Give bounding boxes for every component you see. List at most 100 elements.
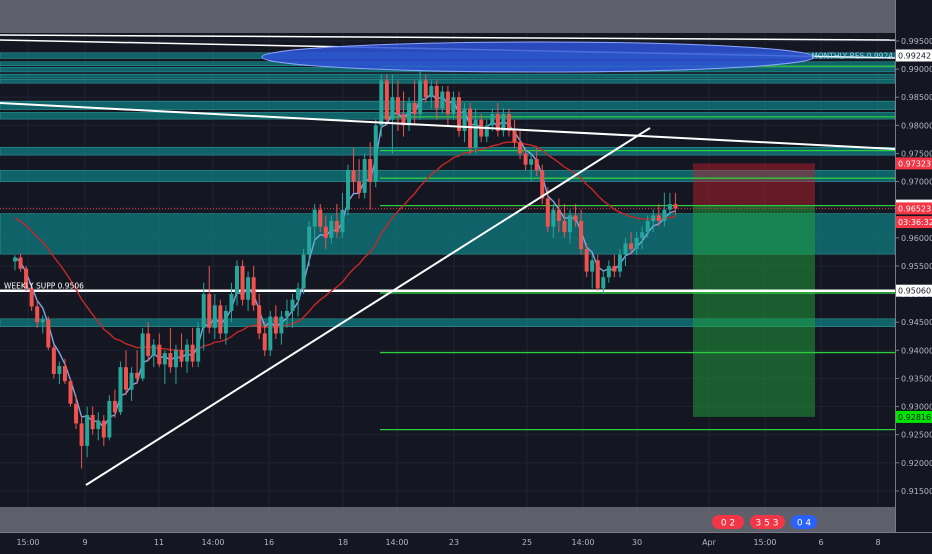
candle-body <box>24 268 29 289</box>
ascending-trendline[interactable] <box>85 127 651 486</box>
y-axis[interactable]: 0.99500 0.99000 0.98500 0.98000 0.97500 0.970… <box>895 0 932 550</box>
candle <box>418 69 423 120</box>
candle <box>90 406 95 435</box>
candle-body <box>457 97 461 131</box>
candle-body <box>656 215 661 221</box>
candle-body <box>146 333 151 356</box>
candle-body <box>185 344 190 362</box>
candle <box>529 153 534 182</box>
candle-body <box>495 114 500 131</box>
y-tick-label: 0.93500 <box>901 374 932 383</box>
y-tick-label: 0.98000 <box>901 121 932 130</box>
candle-body <box>57 366 62 374</box>
candle-body <box>279 316 284 334</box>
toolbar-pill-1[interactable] <box>712 515 744 529</box>
candle-body <box>85 414 90 446</box>
candle-body <box>562 220 567 233</box>
candle-body <box>634 237 639 250</box>
candle <box>185 339 190 373</box>
candle <box>346 164 350 216</box>
resistance-ellipse[interactable] <box>261 41 815 73</box>
x-axis[interactable]: 15:00 9 11 14:00 16 18 14:00 23 25 14:00 30 Apr 15:0… <box>0 532 932 548</box>
toolbar-pill-2[interactable] <box>750 515 785 529</box>
candle <box>301 249 306 295</box>
candle <box>268 310 273 356</box>
candle-body <box>590 260 595 272</box>
x-tick-label: 14:00 <box>385 538 408 547</box>
x-tick-label: 25 <box>522 538 532 547</box>
candle-body <box>595 260 600 289</box>
candle-body <box>501 114 506 131</box>
candle <box>601 271 606 295</box>
candle <box>290 294 295 328</box>
candle <box>579 209 584 255</box>
sr-zone[interactable] <box>0 78 896 84</box>
candle-body <box>229 294 234 311</box>
candle <box>62 358 67 385</box>
bottom-toolbar[interactable]: 0 2 3 5 3 0 4 <box>712 515 817 529</box>
candle-body <box>124 367 128 390</box>
x-tick-label: 30 <box>632 538 642 547</box>
candle <box>634 232 639 255</box>
toolbar-icon-3[interactable]: 0 4 <box>791 515 817 529</box>
candle <box>79 414 84 469</box>
candle-body <box>340 209 345 233</box>
x-tick-label: 16 <box>264 538 274 547</box>
candle-body <box>179 350 184 362</box>
y-tick-label: 0.97000 <box>901 178 932 187</box>
candle <box>57 361 62 385</box>
candle-body <box>579 220 584 250</box>
candle <box>135 350 140 385</box>
candle <box>273 305 278 340</box>
stop-zone[interactable] <box>693 163 815 206</box>
sr-zone[interactable] <box>0 73 896 79</box>
candle <box>235 260 239 306</box>
price-label-text: 03:36:32 <box>898 218 932 227</box>
bottom-band <box>0 507 895 532</box>
candle <box>667 192 672 216</box>
toolbar-icon-2[interactable]: 3 5 3 <box>750 515 785 529</box>
toolbar-icon-1[interactable]: 0 2 <box>712 515 744 529</box>
candle-body <box>318 209 323 227</box>
candle <box>312 204 317 244</box>
y-tick-label: 0.94000 <box>901 346 932 355</box>
candle <box>401 91 406 137</box>
price-label-text: 0.99242 <box>898 51 931 60</box>
candle-body <box>90 414 95 430</box>
candle-body <box>373 125 378 182</box>
candle <box>518 130 523 160</box>
descending-trendline[interactable] <box>0 102 896 150</box>
target-zone[interactable] <box>693 205 815 417</box>
candle-body <box>540 170 545 199</box>
candle-body <box>368 159 373 182</box>
candle <box>124 350 128 396</box>
candle <box>329 215 334 244</box>
x-tick-label: Apr <box>702 538 717 547</box>
price-label-text: 0.96523 <box>898 204 931 213</box>
candle <box>662 192 667 227</box>
candle-body <box>379 80 384 126</box>
price-label-box <box>896 216 932 229</box>
candle <box>307 220 312 266</box>
candle-body <box>207 294 212 328</box>
candle-body <box>440 91 445 109</box>
y-tick-label: 0.99500 <box>901 37 932 46</box>
candle-body <box>296 288 301 300</box>
candle-body <box>151 344 156 356</box>
candle <box>612 254 617 278</box>
candle-body <box>412 102 417 115</box>
x-tick-label: 14:00 <box>201 538 224 547</box>
annotations: MONTHLY RES 0.9924 WEEKLY SUPP 0.9506 <box>4 52 893 291</box>
position-tool[interactable] <box>693 163 815 417</box>
candle-body <box>667 204 672 210</box>
candle-body <box>523 153 528 165</box>
candle <box>512 119 517 148</box>
slow-moving-average <box>14 141 676 352</box>
y-tick-label: 0.98500 <box>901 93 932 102</box>
candle <box>584 243 589 278</box>
candle <box>523 147 528 171</box>
toolbar-pill-3[interactable] <box>791 515 817 529</box>
candle <box>645 215 650 238</box>
